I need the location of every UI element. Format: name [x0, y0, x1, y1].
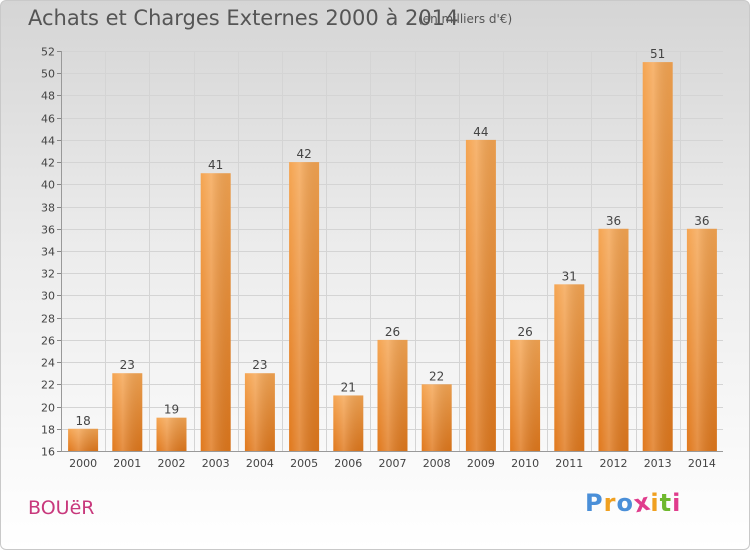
- x-tick-label: 2013: [644, 457, 672, 470]
- axes: 16 18 20 22 24 26 28 30 32 34 36 38 40 42 44 46 48 50 52 20…: [41, 46, 723, 470]
- bar-value-label: 36: [606, 214, 621, 228]
- bar-value-label: 51: [650, 47, 665, 61]
- x-tick-label: 2014: [688, 457, 716, 470]
- logo-letter: r: [603, 489, 617, 517]
- bar-value-label: 26: [517, 325, 532, 339]
- y-tick-label: 40: [41, 179, 55, 192]
- bar-shine: [421, 384, 452, 451]
- proxiti-logo[interactable]: Proxiti: [585, 488, 682, 519]
- y-tick-label: 26: [41, 335, 55, 348]
- y-tick-label: 24: [41, 357, 55, 370]
- bar-value-label: 36: [694, 214, 709, 228]
- x-tick-label: 2007: [379, 457, 407, 470]
- y-tick-label: 52: [41, 46, 55, 59]
- y-tick-label: 34: [41, 246, 55, 259]
- x-tick-label: 2001: [113, 457, 141, 470]
- x-tick-label: 2005: [290, 457, 318, 470]
- x-tick-label: 2010: [511, 457, 539, 470]
- chart-title: Achats et Charges Externes 2000 à 2014: [28, 6, 459, 30]
- x-tick-label: 2004: [246, 457, 274, 470]
- bar-value-label: 44: [473, 125, 488, 139]
- logo-letter: i: [672, 489, 682, 517]
- y-tick-label: 42: [41, 157, 55, 170]
- bar-shine: [68, 428, 99, 451]
- y-tick-label: 44: [41, 135, 55, 148]
- bar-shine: [244, 373, 275, 451]
- bar-value-label: 26: [385, 325, 400, 339]
- x-tick-label: 2012: [600, 457, 628, 470]
- logo-letter: t: [659, 489, 673, 517]
- bar-shine: [156, 417, 187, 451]
- bar-shine: [112, 373, 143, 451]
- x-tick-label: 2003: [202, 457, 230, 470]
- bar-shine: [289, 162, 320, 451]
- bar-value-label: 22: [429, 369, 444, 383]
- x-tick-label: 2008: [423, 457, 451, 470]
- bar-shine: [377, 339, 408, 451]
- y-tick-label: 28: [41, 313, 55, 326]
- y-tick-label: 22: [41, 379, 55, 392]
- bar-value-label: 23: [252, 358, 267, 372]
- logo-letter: o: [616, 489, 634, 517]
- x-tick-label: 2006: [334, 457, 362, 470]
- bar-value-label: 21: [341, 380, 356, 394]
- y-tick-label: 50: [41, 68, 55, 81]
- bar-value-label: 31: [562, 269, 577, 283]
- x-tick-label: 2000: [69, 457, 97, 470]
- y-tick-label: 46: [41, 113, 55, 126]
- logo-letter: P: [585, 489, 604, 517]
- y-tick-label: 32: [41, 268, 55, 281]
- bars: 18 23 19 41 23 42 21 26 22 44 26 31 36 51 36: [68, 47, 717, 451]
- y-tick-label: 30: [41, 290, 55, 303]
- y-tick-label: 48: [41, 90, 55, 103]
- bar-shine: [686, 228, 717, 451]
- bar-shine: [333, 395, 364, 451]
- y-tick-label: 16: [41, 446, 55, 459]
- bar-shine: [200, 173, 231, 451]
- bar-value-label: 41: [208, 158, 223, 172]
- bar-shine: [465, 139, 496, 451]
- bar-shine: [598, 228, 629, 451]
- y-tick-label: 36: [41, 224, 55, 237]
- bar-shine: [642, 62, 673, 451]
- y-tick-label: 20: [41, 402, 55, 415]
- bar-shine: [554, 284, 585, 451]
- y-tick-label: 38: [41, 202, 55, 215]
- x-tick-label: 2002: [158, 457, 186, 470]
- y-tick-label: 18: [41, 424, 55, 437]
- bar-value-label: 23: [120, 358, 135, 372]
- bar-value-label: 42: [296, 147, 311, 161]
- place-name: BOUëR: [28, 497, 95, 519]
- bar-value-label: 18: [75, 414, 90, 428]
- bar-value-label: 19: [164, 403, 179, 417]
- x-tick-label: 2009: [467, 457, 495, 470]
- chart-subtitle: (en milliers d'€): [418, 12, 513, 26]
- bar-shine: [510, 339, 541, 451]
- x-tick-label: 2011: [555, 457, 583, 470]
- logo-letter: i: [650, 489, 660, 517]
